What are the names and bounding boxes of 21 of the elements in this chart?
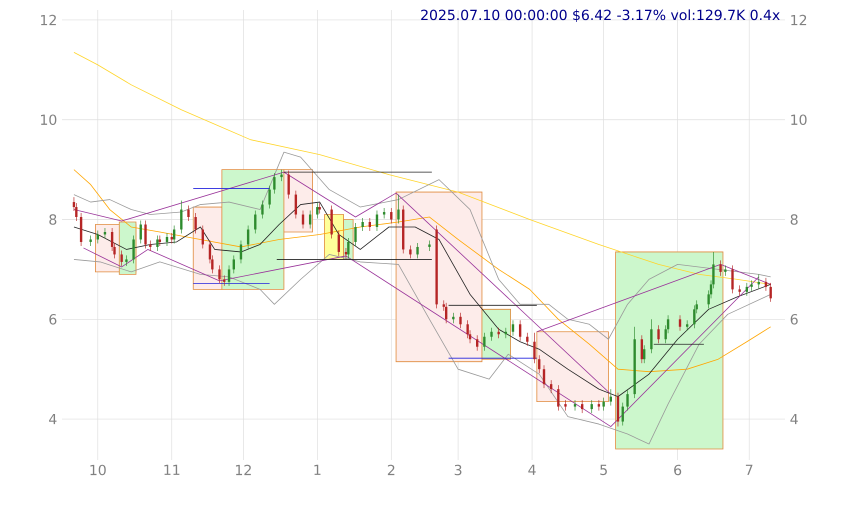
x-tick-label: 10 <box>90 464 106 476</box>
x-tick-label: 3 <box>454 464 462 476</box>
x-tick-label: 4 <box>528 464 536 475</box>
x-tick-label: 6 <box>674 464 682 476</box>
y2-tick-label: 10 <box>791 114 807 126</box>
y-tick-label: 10 <box>41 114 56 126</box>
chart-title: 2025.07.10 00:00:00 $6.42 -3.17% vol:129.7K 0.4x <box>421 9 780 22</box>
y-tick-label: 12 <box>41 14 56 26</box>
x-tick-label: 5 <box>600 464 607 476</box>
y-tick-label: 6 <box>49 314 56 325</box>
y2-tick-label: 12 <box>791 14 806 26</box>
x-tick-label: 12 <box>236 464 251 476</box>
x-tick-label: 2 <box>388 464 394 476</box>
y2-tick-label: 8 <box>790 214 798 225</box>
y2-tick-label: 6 <box>790 314 798 325</box>
x-tick-label: 1 <box>314 464 320 475</box>
x-tick-label: 11 <box>164 464 180 475</box>
x-tick-label: 7 <box>746 464 752 475</box>
y-tick-label: 8 <box>49 214 56 225</box>
y-tick-label: 4 <box>49 414 57 424</box>
y2-tick-label: 4 <box>790 414 798 424</box>
